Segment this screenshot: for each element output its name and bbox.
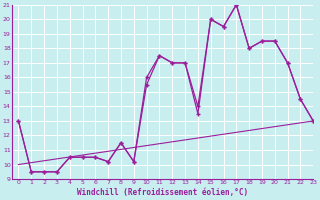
X-axis label: Windchill (Refroidissement éolien,°C): Windchill (Refroidissement éolien,°C) bbox=[77, 188, 248, 197]
